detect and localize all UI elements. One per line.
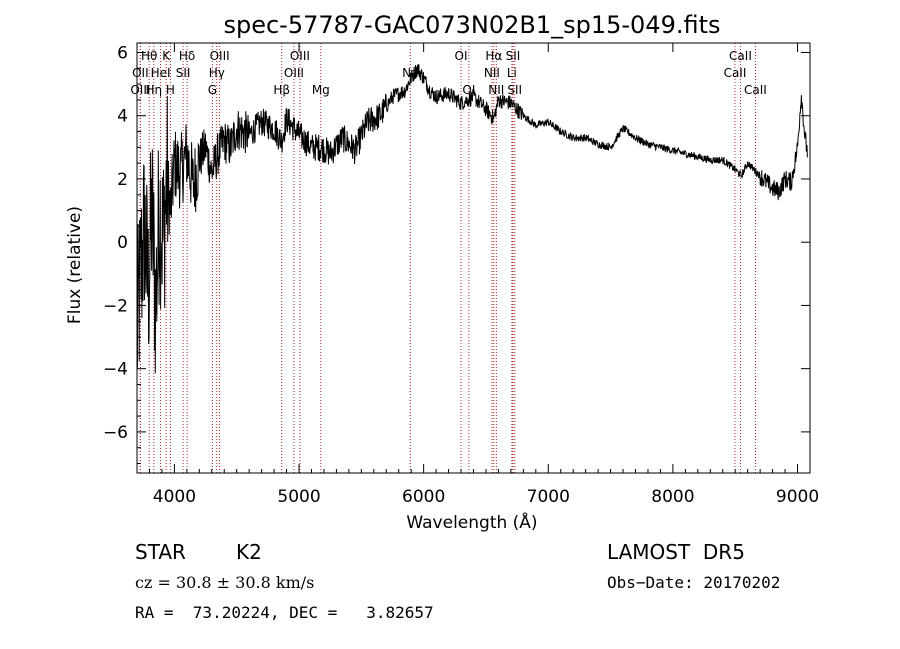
spectral-line-label: K [162,49,171,63]
survey-name: LAMOST DR5 [607,540,745,564]
x-axis-label: Wavelength (Å) [406,511,537,533]
spectral-line-label: OI [462,83,475,97]
spectral-line-label: OIII [210,49,230,63]
x-axis-ticks: 4000 5000 6000 7000 8000 9000 [136,43,819,507]
y-axis-label: Flux (relative) [65,206,85,324]
spectral-line-label: OI [455,49,468,63]
x-tick-label: 9000 [776,487,819,507]
spectral-line-label: OIII [130,83,150,97]
spectral-line-label: Hη [146,83,163,97]
y-tick-label: 2 [117,170,128,190]
coordinates-readout: RA = 73.20224, DEC = 3.82657 [135,603,434,622]
spectral-line-label: NII [484,66,500,80]
redshift-readout: cz = 30.8 ± 30.8 km/s [135,573,315,592]
x-tick-label: 8000 [651,487,694,507]
y-tick-label: 6 [117,43,128,63]
spectral-line-label: Hγ [209,66,225,80]
spectral-line-label: Mg [312,83,330,97]
x-tick-label: 4000 [153,487,196,507]
spectral-line-label: Hβ [273,83,290,97]
spectral-line-label: Hα [485,49,502,63]
spectral-line-label: Hθ [141,49,157,63]
spectral-line-label: Hδ [179,49,195,63]
spectral-line-label: CaII [729,49,752,63]
spectral-line-label: SII [176,66,191,80]
object-subclass: K2 [236,540,262,564]
y-tick-label: −4 [103,360,128,380]
y-tick-label: −6 [103,423,128,443]
spectral-line-label: SII [506,49,521,63]
spectrum-series-line [136,64,808,374]
y-tick-label: 4 [117,107,128,127]
spectral-line-label: SII [507,83,522,97]
spectral-line-label: CaII [744,83,767,97]
x-tick-label: 7000 [527,487,570,507]
spectral-line-markers [139,43,756,473]
spectral-line-label: Li [507,66,517,80]
obs-date: Obs−Date: 20170202 [607,573,781,592]
spectral-line-label: OIII [290,49,310,63]
y-tick-label: −2 [103,296,128,316]
spectral-line-label: H [166,83,175,97]
chart-title: spec-57787-GAC073N02B1_sp15-049.fits [223,11,720,39]
spectral-line-labels: Hθ OII OIII K HeI Hη H Hδ SII OIII Hγ G Hβ OIII OIII Mg… [130,49,766,97]
x-tick-label: 6000 [402,487,445,507]
spectral-line-label: CaII [724,66,747,80]
spectral-line-label: HeI [151,66,171,80]
spectral-line-label: G [208,83,217,97]
object-class: STAR [135,540,186,564]
spectral-line-label: NII [488,83,504,97]
y-tick-label: 0 [117,233,128,253]
spectral-line-label: OII [132,66,149,80]
y-axis-ticks: −6 −4 −2 0 2 4 6 [103,43,810,465]
spectral-line-label: OIII [284,66,304,80]
plot-frame [136,42,811,474]
x-tick-label: 5000 [277,487,320,507]
